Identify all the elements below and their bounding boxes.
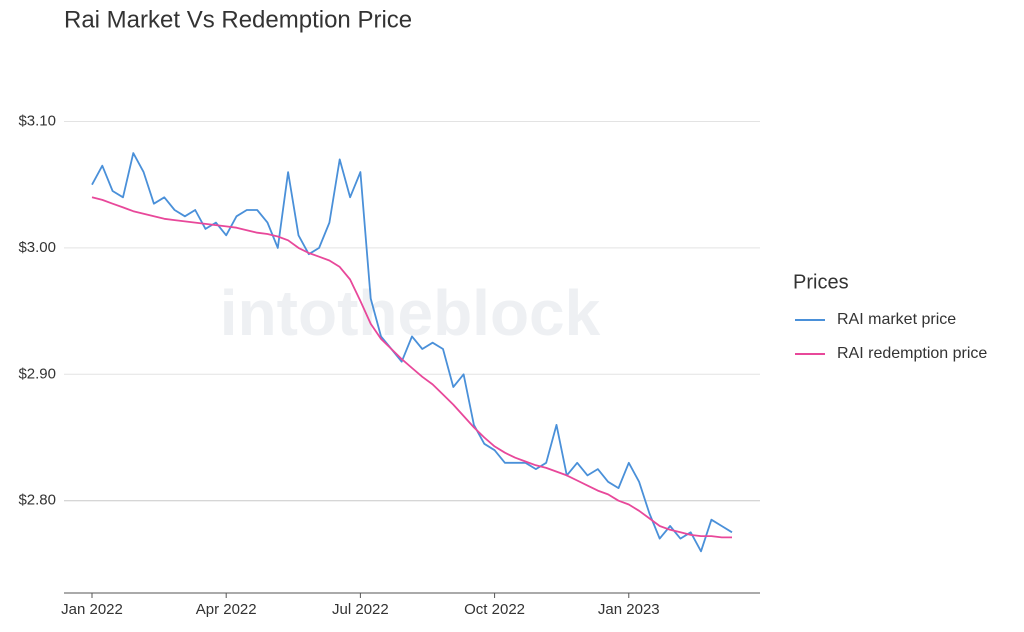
x-tick-label: Jul 2022	[332, 601, 389, 618]
watermark: intotheblock	[220, 277, 601, 349]
x-tick-label: Jan 2022	[61, 601, 123, 618]
series-line	[91, 196, 732, 539]
chart-title: Rai Market Vs Redemption Price	[64, 6, 412, 33]
x-tick-label: Apr 2022	[196, 601, 257, 618]
y-tick-label: $2.80	[18, 492, 56, 509]
x-tick-label: Jan 2023	[598, 601, 660, 618]
legend-label: RAI market price	[837, 311, 956, 328]
legend-label: RAI redemption price	[837, 345, 987, 362]
y-tick-label: $2.90	[18, 365, 56, 382]
y-tick-label: $3.10	[18, 112, 56, 129]
y-tick-label: $3.00	[18, 239, 56, 256]
legend-title: Prices	[793, 271, 849, 293]
series-line	[91, 152, 733, 553]
x-tick-label: Oct 2022	[464, 601, 525, 618]
